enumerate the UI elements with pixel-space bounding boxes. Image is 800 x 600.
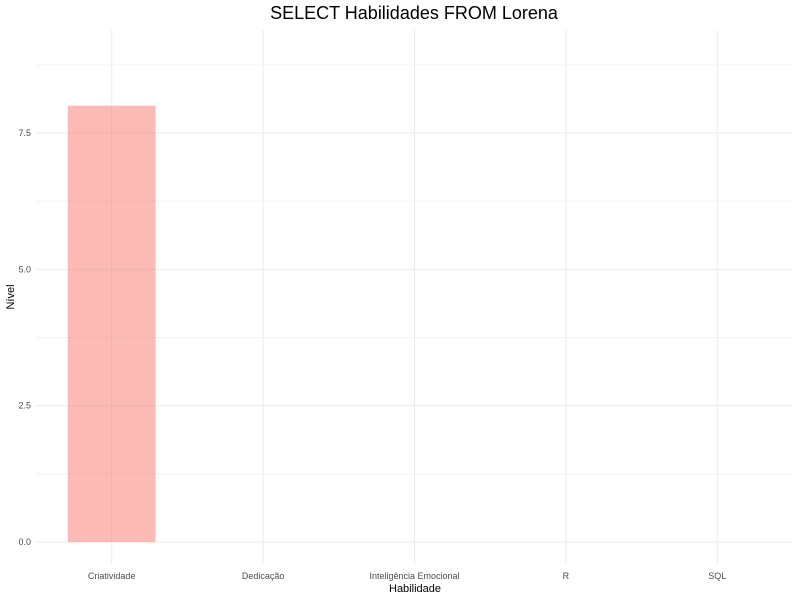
- y-tick-label: 5.0: [18, 264, 31, 274]
- bars: [67, 105, 156, 542]
- x-axis-title: Habilidade: [389, 583, 441, 595]
- y-axis-title: Nível: [5, 284, 17, 309]
- x-axis-ticks: Criatividade Dedicação Inteligência Emocio…: [88, 571, 726, 581]
- x-tick-label: Criatividade: [88, 571, 136, 581]
- y-tick-label: 7.5: [18, 128, 31, 138]
- grid-lines: [36, 30, 793, 564]
- y-axis-ticks: 0.0 2.5 5.0 7.5: [18, 128, 31, 547]
- x-tick-label: Inteligência Emocional: [369, 571, 459, 581]
- bar-criatividade: [67, 105, 156, 542]
- x-tick-label: R: [563, 571, 570, 581]
- chart-title: SELECT Habilidades FROM Lorena: [270, 3, 559, 23]
- y-tick-label: 0.0: [18, 537, 31, 547]
- x-tick-label: Dedicação: [242, 571, 285, 581]
- y-tick-label: 2.5: [18, 401, 31, 411]
- x-tick-label: SQL: [708, 571, 726, 581]
